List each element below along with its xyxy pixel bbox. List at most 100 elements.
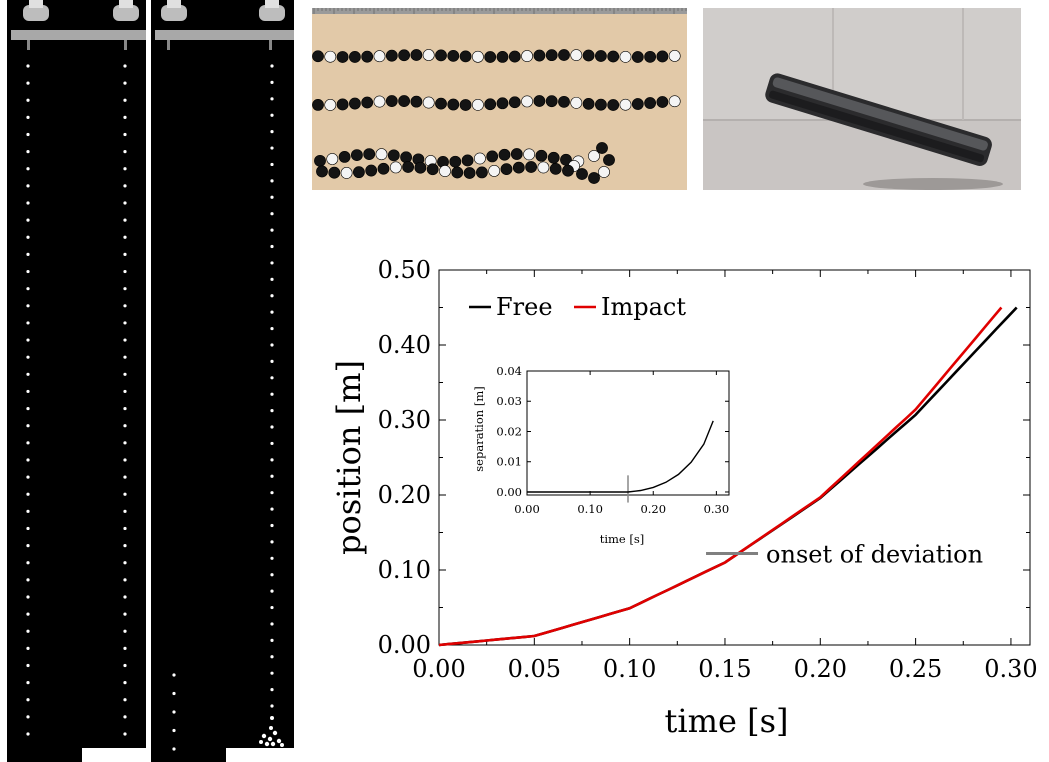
bead	[435, 97, 447, 110]
strobe-dot	[123, 235, 127, 239]
strobe-dot	[123, 526, 127, 531]
strobe-dot	[270, 655, 274, 659]
bead	[644, 50, 656, 63]
inset-y-tick-label: 0.04	[496, 364, 522, 378]
strobe-dot	[26, 715, 30, 719]
strobe-dot	[123, 184, 127, 188]
bead	[570, 49, 583, 62]
bead	[596, 142, 608, 154]
strobe-dot	[172, 673, 176, 677]
bead	[656, 96, 669, 108]
strobe-dot	[172, 710, 176, 714]
bead	[336, 98, 349, 111]
bead	[439, 165, 451, 177]
x-tick-label: 0.10	[603, 655, 656, 683]
bead	[523, 148, 535, 161]
bead	[387, 149, 400, 162]
strobe-dot	[270, 573, 274, 577]
bead	[576, 168, 588, 180]
legend-label: Free	[496, 293, 553, 321]
strobe-dot	[270, 130, 274, 134]
strobe-dots	[26, 64, 127, 736]
strobe-dot	[26, 167, 30, 171]
strobe-dot	[26, 64, 30, 68]
release-bar	[155, 30, 294, 40]
strobe-dot	[123, 698, 127, 702]
strobe-dot	[270, 80, 274, 85]
strobe-dot	[26, 321, 30, 325]
strobe-dot	[270, 146, 274, 150]
strobe-dot	[123, 355, 127, 359]
bead	[316, 165, 328, 178]
bead	[361, 50, 374, 63]
bead	[484, 51, 497, 63]
bead	[488, 165, 501, 177]
strobe-dot	[26, 304, 30, 308]
strobe-dot	[123, 561, 127, 565]
phone-photo-svg	[703, 8, 1021, 190]
bead	[558, 95, 570, 108]
strobe-dot	[123, 98, 127, 102]
bead	[631, 51, 644, 63]
bead	[533, 49, 546, 62]
strobe-dot	[123, 509, 127, 513]
x-tick-label: 0.15	[698, 655, 751, 683]
bead	[594, 98, 607, 111]
bead	[498, 148, 511, 161]
strobe-dot	[26, 201, 30, 205]
strobe-dot	[123, 458, 127, 462]
strobe-dot	[26, 338, 30, 342]
bead	[349, 51, 361, 63]
inset-x-tick-label: 0.10	[577, 502, 603, 516]
bead	[461, 154, 474, 167]
bead	[410, 95, 423, 108]
bead	[410, 49, 423, 61]
strobe-dot	[26, 492, 30, 496]
bead	[373, 50, 386, 63]
y-axis-label: position [m]	[330, 360, 368, 555]
strobe-dot	[270, 704, 274, 708]
strobe-dot	[26, 543, 30, 548]
strobe-dot	[123, 389, 127, 394]
bead	[447, 49, 460, 62]
strobe-photo-right	[151, 0, 294, 762]
strobe-dot	[26, 475, 30, 479]
strobe-dot	[123, 612, 127, 616]
strobe-dot	[123, 64, 127, 68]
bead	[562, 164, 574, 177]
strobe-dot	[26, 115, 30, 119]
bead	[537, 161, 550, 174]
annotation-label: onset of deviation	[766, 541, 983, 569]
legend-label: Impact	[601, 293, 686, 321]
strobe-dot	[270, 409, 274, 413]
bead	[324, 99, 337, 111]
bead	[326, 153, 339, 165]
bead	[594, 50, 607, 62]
bead	[570, 96, 583, 109]
x-tick-label: 0.00	[412, 655, 465, 683]
inset-x-axis-label: time [s]	[600, 532, 645, 546]
strobe-dot	[26, 441, 30, 445]
strobe-dot	[123, 424, 127, 428]
strobe-photo-right-svg	[155, 0, 294, 762]
strobe-dot	[26, 663, 30, 668]
strobe-dot	[26, 458, 30, 462]
x-tick-label: 0.25	[889, 655, 942, 683]
bead	[486, 150, 499, 163]
strobe-dot	[26, 389, 30, 394]
x-tick-label: 0.05	[508, 655, 561, 683]
bead	[324, 50, 337, 63]
strobe-dot	[26, 629, 30, 633]
strobe-dot	[26, 612, 30, 616]
strobe-dot	[26, 372, 30, 376]
strobe-dot	[26, 235, 30, 239]
strobe-dot	[123, 646, 127, 650]
bead	[435, 49, 447, 62]
strobe-dot	[123, 132, 127, 137]
series-line-impact	[438, 306, 1003, 647]
strobe-dot	[26, 509, 30, 513]
strobe-dot	[26, 269, 30, 274]
bead	[422, 49, 435, 61]
bead	[535, 149, 548, 162]
